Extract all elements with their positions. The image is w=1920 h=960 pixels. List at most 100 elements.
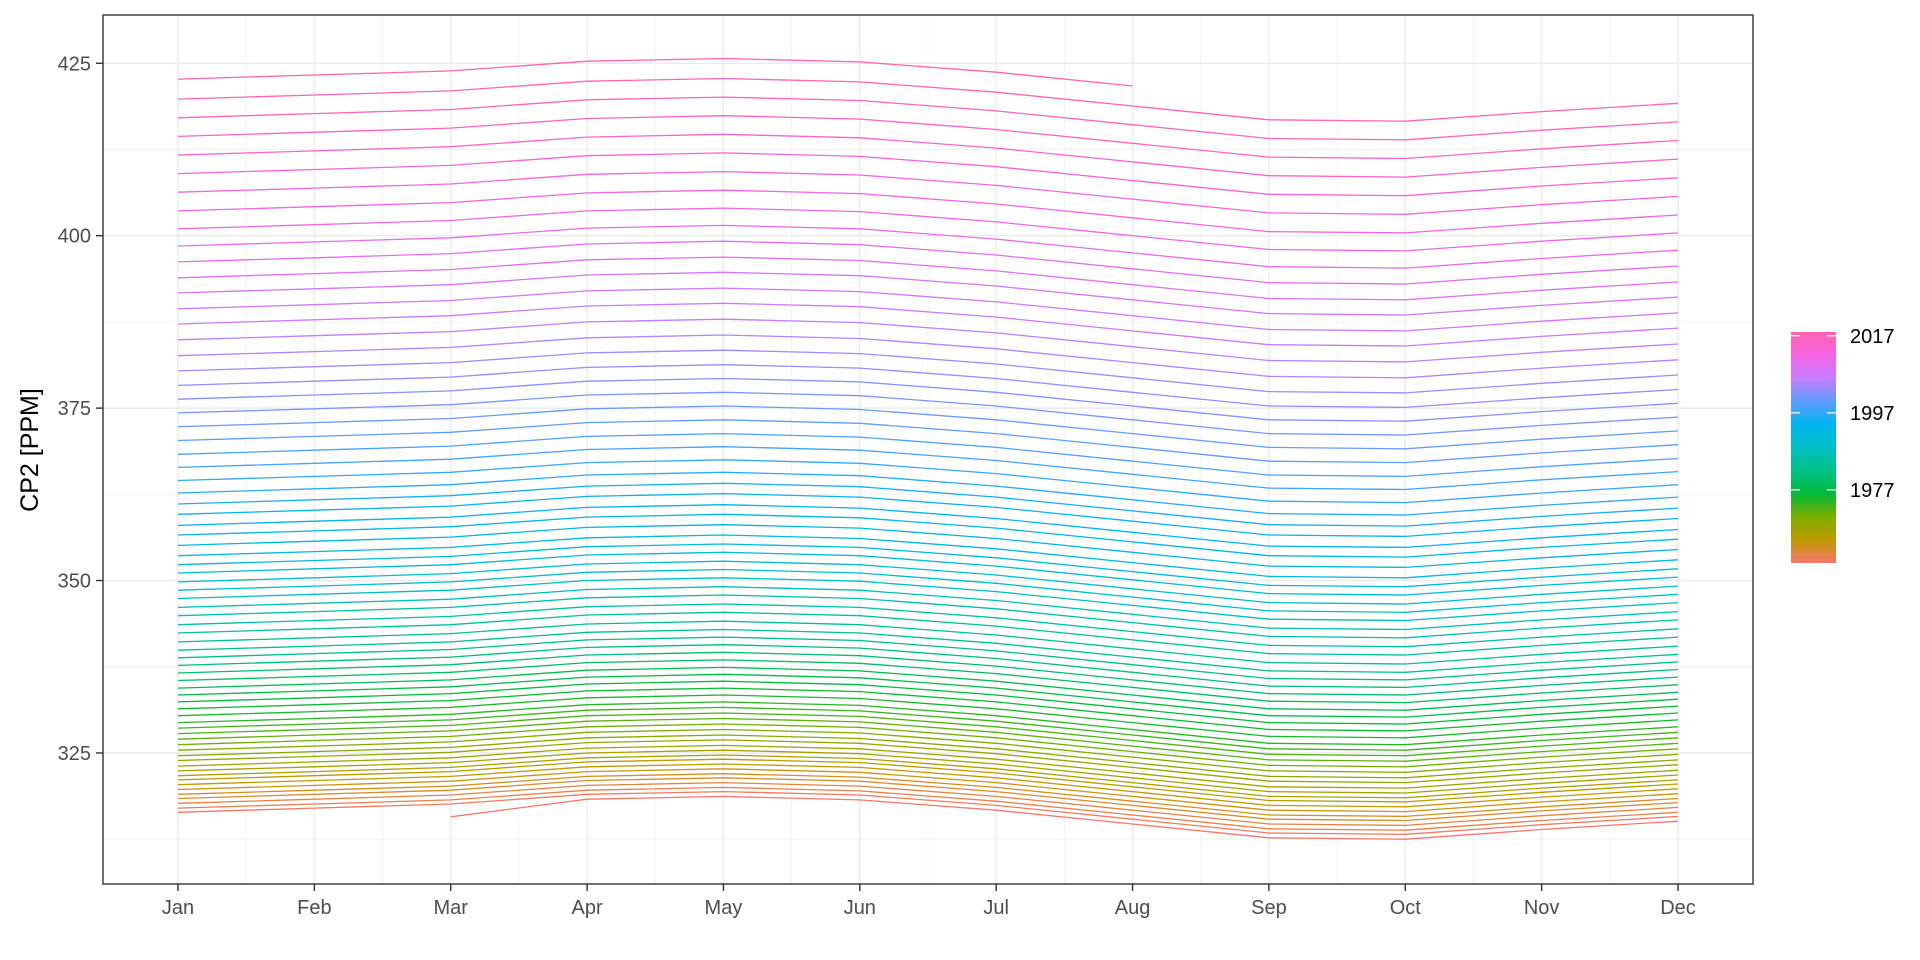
- x-tick-label: Jun: [844, 897, 876, 919]
- series-line: [177, 334, 1679, 379]
- series-line: [177, 749, 1679, 794]
- y-axis-title: CP2 [PPM]: [16, 388, 44, 512]
- x-tick-label: Jul: [983, 897, 1009, 919]
- series-line: [177, 152, 1679, 197]
- x-tick-label: Sep: [1251, 897, 1287, 919]
- series-line: [177, 628, 1679, 673]
- grid-major: [103, 15, 1753, 884]
- series-line: [177, 666, 1679, 711]
- series-line: [177, 777, 1679, 822]
- series-line: [177, 170, 1679, 215]
- y-tick-label: 425: [58, 53, 91, 75]
- series-line: [177, 492, 1679, 538]
- series-line: [177, 318, 1679, 363]
- series-line: [177, 620, 1679, 665]
- series-line: [177, 471, 1679, 516]
- colorbar-label: 2017: [1850, 326, 1895, 348]
- series-line: [177, 680, 1679, 725]
- series-line: [177, 349, 1679, 394]
- grid-minor: [103, 15, 1753, 884]
- series-line: [177, 568, 1679, 613]
- series-line: [177, 651, 1679, 696]
- series-line: [177, 687, 1679, 732]
- x-tick-label: Oct: [1390, 897, 1422, 919]
- series-line: [177, 96, 1679, 141]
- series-line: [177, 446, 1679, 491]
- series-line: [177, 786, 1679, 831]
- x-tick-label: Apr: [572, 897, 603, 919]
- series-line: [177, 734, 1679, 779]
- series-line: [177, 377, 1679, 422]
- series-line: [177, 701, 1679, 746]
- series-group: [177, 57, 1679, 840]
- y-tick-label: 375: [58, 398, 91, 420]
- legend-colorbar: 2017 1997 1977: [1791, 326, 1895, 563]
- series-line: [177, 57, 1133, 87]
- x-tick-label: Nov: [1524, 897, 1560, 919]
- series-line: [177, 758, 1679, 803]
- series-line: [177, 659, 1679, 704]
- series-line: [177, 611, 1679, 656]
- series-line: [177, 551, 1679, 596]
- series-line: [177, 728, 1679, 773]
- series-line: [177, 240, 1679, 285]
- series-line: [177, 694, 1679, 739]
- y-tick-label: 350: [58, 571, 91, 593]
- series-line: [177, 586, 1679, 631]
- series-line: [177, 560, 1679, 605]
- series-line: [177, 302, 1679, 347]
- series-line: [177, 543, 1679, 588]
- series-line: [177, 513, 1679, 558]
- series-line: [177, 189, 1679, 234]
- series-line: [177, 391, 1679, 436]
- series-line: [450, 795, 1679, 840]
- series-line: [177, 773, 1679, 818]
- series-line: [177, 706, 1679, 751]
- series-line: [177, 790, 1679, 835]
- x-tick-label: May: [705, 897, 743, 919]
- series-line: [177, 224, 1679, 269]
- y-tick-label: 325: [58, 743, 91, 765]
- series-line: [177, 432, 1679, 478]
- series-line: [177, 419, 1679, 464]
- colorbar-label: 1977: [1850, 480, 1895, 502]
- series-line: [177, 504, 1679, 549]
- x-tick-label: Aug: [1115, 897, 1151, 919]
- x-tick-label: Feb: [297, 897, 331, 919]
- series-line: [177, 603, 1679, 648]
- series-line: [177, 405, 1679, 450]
- series-line: [177, 717, 1679, 762]
- x-tick-label: Mar: [434, 897, 469, 919]
- series-line: [177, 723, 1679, 768]
- series-line: [177, 207, 1679, 252]
- series-line: [177, 524, 1679, 569]
- series-line: [177, 754, 1679, 799]
- series-line: [177, 781, 1679, 827]
- series-line: [177, 459, 1679, 504]
- series-line: [177, 739, 1679, 784]
- series-line: [177, 594, 1679, 639]
- series-line: [177, 744, 1679, 789]
- colorbar: [1791, 332, 1836, 563]
- series-line: [177, 287, 1679, 332]
- series-line: [177, 133, 1679, 178]
- series-line: [177, 534, 1679, 579]
- series-line: [177, 115, 1679, 160]
- series-line: [177, 712, 1679, 757]
- series-line: [177, 271, 1679, 316]
- x-tick-label: Jan: [162, 897, 194, 919]
- series-line: [177, 636, 1679, 681]
- series-line: [177, 644, 1679, 689]
- x-axis: Jan Feb Mar Apr May Jun Jul Aug Sep Oct Nov Dec: [162, 884, 1696, 919]
- x-tick-label: Dec: [1660, 897, 1696, 919]
- series-line: [177, 256, 1679, 301]
- series-line: [177, 763, 1679, 808]
- y-tick-label: 400: [58, 226, 91, 248]
- y-axis: 325 350 375 400 425: [58, 53, 103, 765]
- series-line: [177, 768, 1679, 813]
- series-line: [177, 673, 1679, 718]
- series-line: [177, 364, 1679, 409]
- series-line: [177, 482, 1679, 527]
